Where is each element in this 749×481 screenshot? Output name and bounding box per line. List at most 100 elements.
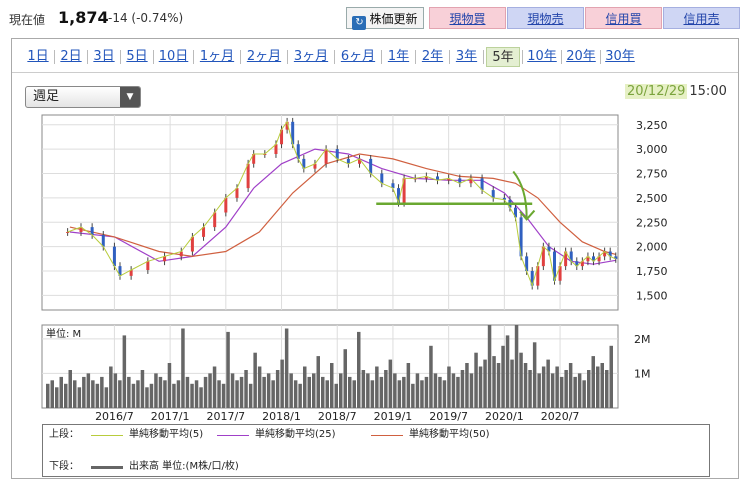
volume-bar [284,328,289,408]
volume-bar [379,376,384,408]
refresh-price-button[interactable]: ↻ 株価更新 [346,7,424,30]
volume-bar [411,383,415,408]
period-separator [240,50,241,64]
legend-ma5: 単純移動平均(5) [129,429,204,440]
volume-bar [312,373,316,408]
volume-bar [104,387,109,409]
volume-bar [194,380,199,408]
period-tab-4[interactable]: 10日 [158,49,189,64]
period-tab-0[interactable]: 1日 [27,49,49,64]
price-y-tick: 2,250 [636,216,668,229]
volume-bar [271,380,275,408]
period-tab-7[interactable]: 3ヶ月 [293,49,329,64]
candle-body [614,256,618,259]
chart-frame [11,38,739,479]
volume-bar [550,373,555,408]
candle-body [514,207,518,218]
period-tab-12[interactable]: 5年 [486,47,520,67]
candle-body [112,246,116,267]
interval-select[interactable]: 週足 ▼ [25,86,141,108]
price-y-tick: 2,500 [636,192,668,205]
period-separator [561,50,562,64]
volume-bar [605,370,609,408]
period-tab-9[interactable]: 1年 [387,49,410,64]
volume-bar [303,366,307,408]
volume-bar [154,373,158,408]
candle-body [530,271,534,286]
period-tab-13[interactable]: 10年 [527,49,557,64]
candle-body [66,232,70,233]
volume-bar [275,370,280,408]
spot-sell-button[interactable]: 現物売 [507,7,584,29]
period-tab-14[interactable]: 20年 [566,49,596,64]
candle-body [224,197,228,213]
volume-bar [523,363,528,408]
chart-datetime: 20/12/29 15:00 [625,83,727,101]
period-tab-3[interactable]: 5日 [126,49,148,64]
volume-bar [248,383,253,408]
volume-bar [221,383,226,408]
margin-buy-button[interactable]: 信用買 [585,7,662,29]
volume-bar [384,370,388,408]
refresh-icon: ↻ [352,16,367,30]
volume-bar [325,380,329,408]
volume-bar [546,359,550,408]
volume-bar [100,376,104,408]
candle-body [129,270,133,276]
period-tab-1[interactable]: 2日 [60,49,82,64]
candle-body [564,251,568,267]
candle-body [519,217,523,257]
volume-bar [568,363,573,408]
candle-body [296,144,300,159]
volume-bar [113,373,118,408]
header-bar: 現在値 1,874 -14 (-0.74%) ↻ 株価更新 現物買 現物売 信用買… [0,0,749,36]
volume-bar [68,370,72,408]
volume-bar [118,380,122,408]
period-tab-15[interactable]: 30年 [605,49,635,64]
candle-body [179,251,183,257]
period-tab-11[interactable]: 3年 [455,49,478,64]
candle-body [252,154,256,164]
volume-bar [253,352,257,408]
volume-bar [348,376,352,408]
volume-bar [564,370,568,408]
period-tab-6[interactable]: 2ヶ月 [246,49,282,64]
period-tab-2[interactable]: 3日 [93,49,115,64]
volume-bar [55,387,59,409]
period-separator [381,50,382,64]
period-tab-10[interactable]: 2年 [421,49,444,64]
volume-bar [406,363,411,408]
volume-bar [217,380,221,408]
volume-bar [266,373,271,408]
volume-bar [487,325,492,408]
period-separator [600,50,601,64]
volume-bar [596,366,600,408]
volume-bar [77,387,82,409]
margin-sell-button[interactable]: 信用売 [663,7,740,29]
legend-volume-swatch [91,466,123,469]
volume-bar [262,376,266,408]
x-tick-label: 2018/1 [262,410,301,423]
volume-bar [334,383,338,408]
volume-bar [50,380,54,408]
spot-buy-button[interactable]: 現物買 [429,7,506,29]
volume-bar [370,380,375,408]
period-tab-8[interactable]: 6ヶ月 [340,49,376,64]
volume-bar [519,352,523,408]
volume-bar [257,366,262,408]
period-separator [54,50,55,64]
legend-ma50-swatch [371,435,403,436]
volume-bar [316,356,320,408]
legend-ma25-swatch [217,435,249,436]
period-separator [522,50,523,64]
current-price-value: 1,874 [58,8,109,27]
candle-body [608,251,612,257]
candle-body [580,261,584,267]
volume-bar [149,383,154,408]
volume-bar [239,376,244,408]
volume-bar [321,376,325,408]
volume-bar [86,373,91,408]
volume-bar [244,370,248,408]
period-tab-5[interactable]: 1ヶ月 [199,49,235,64]
candle-body [90,227,94,235]
